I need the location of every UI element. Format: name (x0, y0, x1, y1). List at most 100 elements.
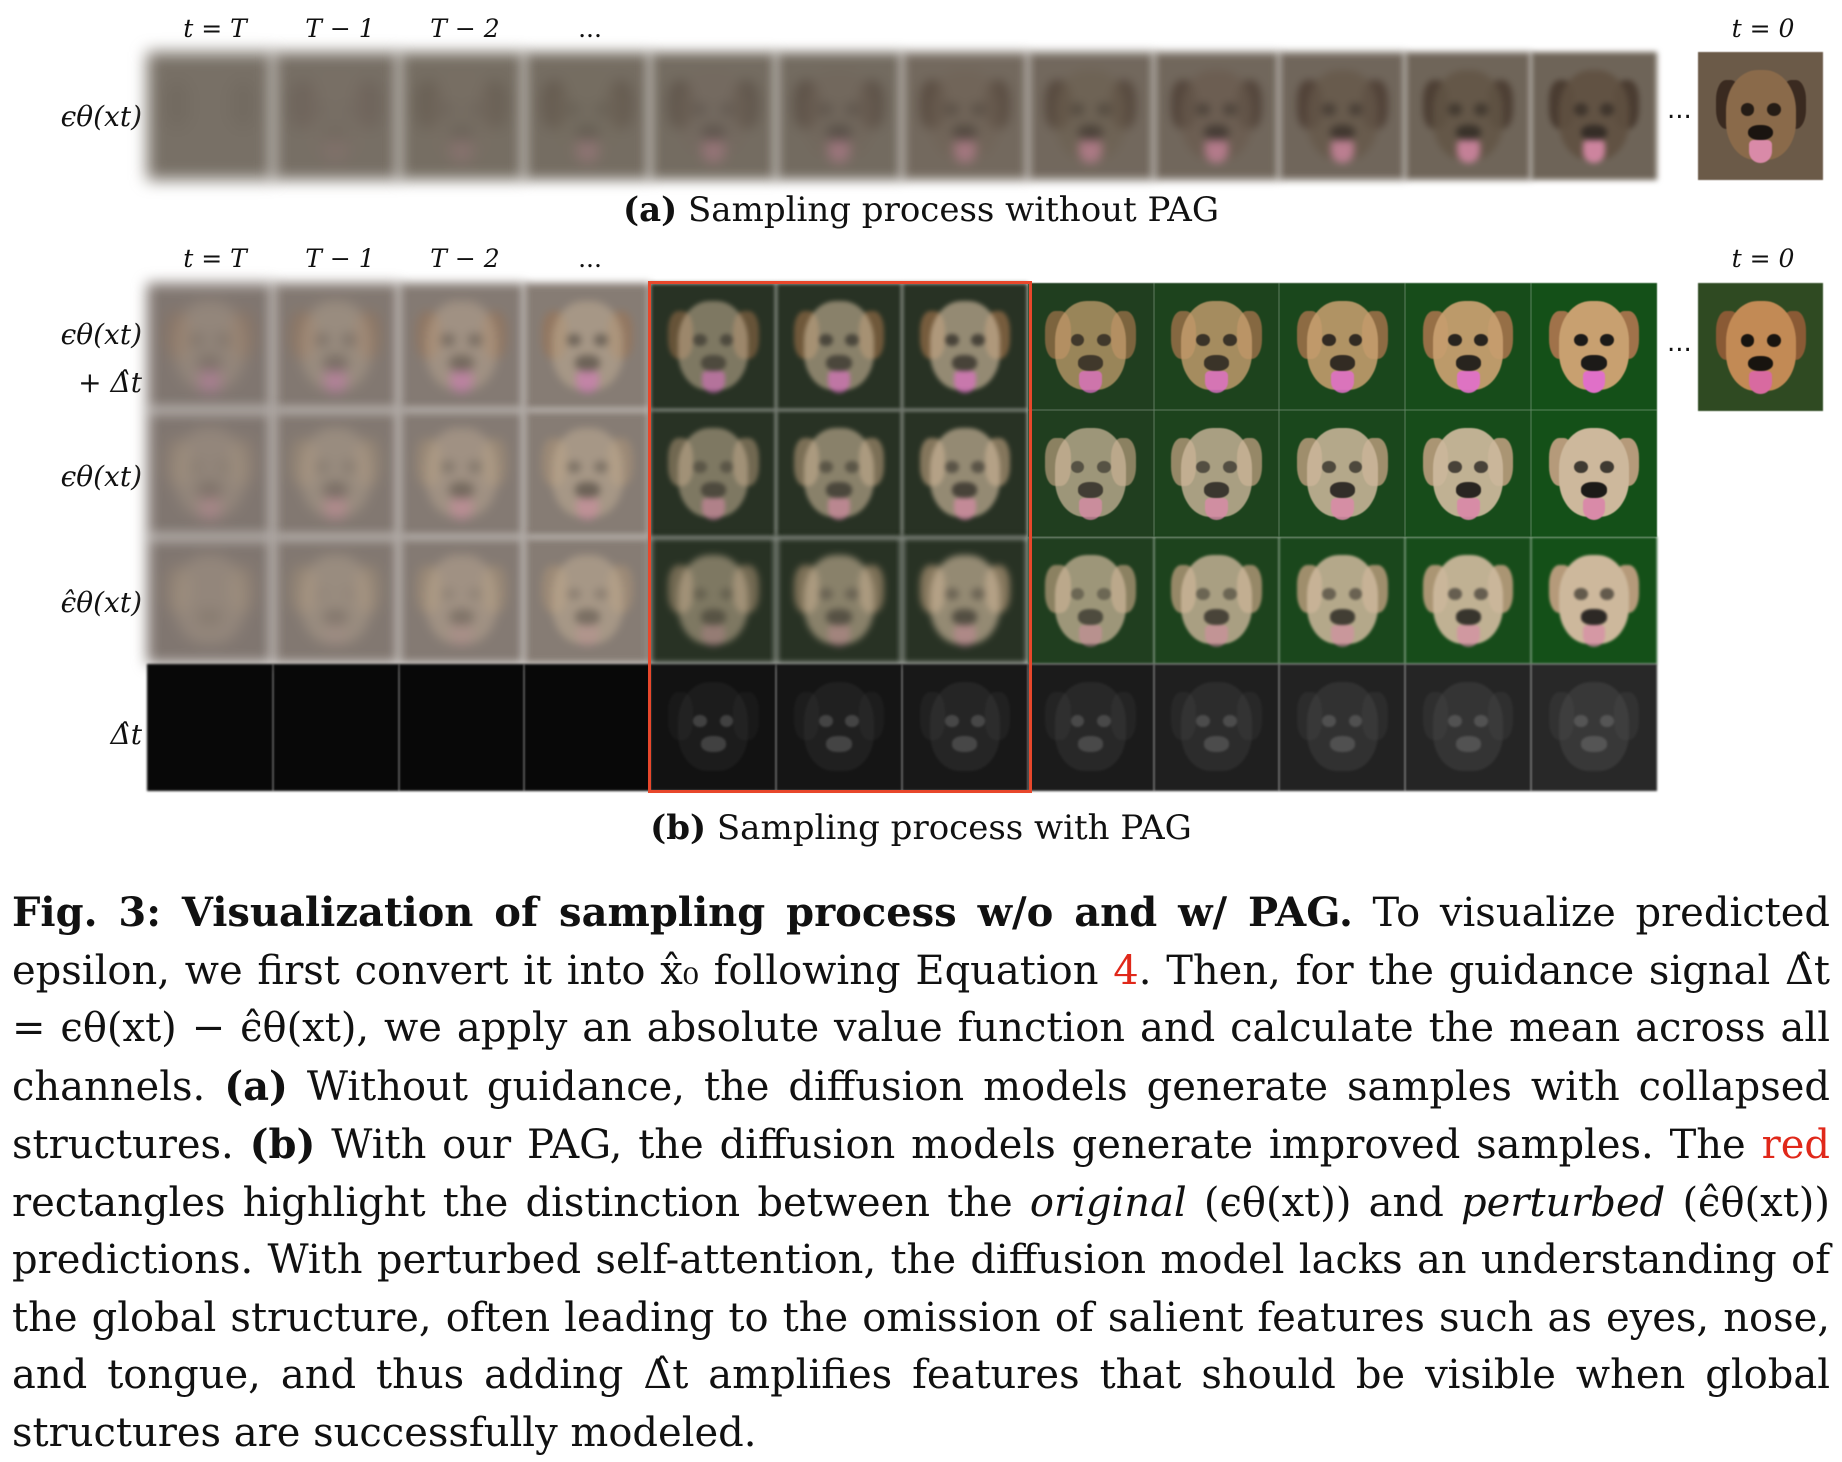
dog-tongue-shape (324, 370, 348, 394)
dog-nose-shape (1203, 482, 1230, 498)
dog-tongue-shape (198, 370, 222, 394)
dog-eye-shape (1600, 714, 1615, 728)
dog-eye-shape (944, 103, 959, 116)
dog-nose-shape (1329, 355, 1355, 371)
dog-tongue-shape (701, 370, 725, 394)
dog-head-shape (426, 427, 497, 517)
dog-head-shape (929, 681, 1001, 771)
sample-thumbnail (147, 283, 273, 410)
dog-ear-shape (164, 310, 190, 360)
sample-thumbnail (650, 52, 777, 180)
sample-thumbnail (1531, 410, 1657, 537)
dog-eye-shape (441, 587, 456, 601)
dog-ear-shape (1171, 691, 1197, 741)
dog-ear-shape (1614, 691, 1640, 741)
sample-thumbnail (1153, 537, 1280, 664)
image-strip-b-delta (147, 664, 1657, 791)
caption-s5: rectangles highlight the distinction bet… (12, 1179, 1030, 1226)
dog-eye-shape (1097, 714, 1111, 728)
sample-thumbnail (1698, 283, 1823, 411)
sample-thumbnail (901, 410, 1028, 537)
sample-thumbnail (901, 283, 1028, 410)
dog-head-shape (300, 427, 371, 517)
dog-eye-shape (1573, 460, 1588, 474)
dog-eye-shape (1573, 587, 1588, 601)
dog-eye-shape (944, 333, 959, 347)
dog-eye-shape (1322, 714, 1337, 728)
dog-nose-shape (1203, 736, 1230, 752)
dog-ear-shape (607, 80, 633, 129)
dog-nose-shape (1748, 124, 1773, 141)
sample-thumbnail (776, 52, 902, 180)
dog-ear-shape (355, 437, 382, 487)
sample-thumbnail (524, 537, 651, 664)
dog-eye-shape (719, 587, 734, 601)
dog-nose-shape (1078, 736, 1104, 752)
dog-eye-shape (1448, 714, 1462, 728)
dog-nose-shape (700, 482, 726, 498)
time-label-a-1: T − 1 (305, 14, 375, 43)
dog-nose-shape (1078, 609, 1104, 625)
caption-perturbed: perturbed (1461, 1179, 1666, 1226)
dog-nose-shape (1078, 482, 1104, 498)
dog-nose-shape (1329, 609, 1355, 625)
dog-nose-shape (1203, 124, 1230, 141)
dog-head-shape (174, 554, 246, 644)
dog-eye-shape (593, 333, 608, 347)
dog-eye-shape (315, 587, 330, 601)
sample-thumbnail (272, 664, 399, 791)
dog-ear-shape (607, 564, 633, 614)
dog-eye-shape (845, 103, 860, 116)
sample-thumbnail (1027, 664, 1154, 791)
dog-head-shape (426, 300, 497, 390)
dog-eye-shape (216, 460, 231, 474)
dog-eye-shape (1766, 334, 1781, 347)
sample-thumbnail (901, 664, 1028, 791)
dog-tongue-shape (324, 140, 348, 164)
dog-eye-shape (1474, 103, 1489, 116)
dog-eye-shape (944, 460, 959, 474)
sample-thumbnail (1153, 283, 1280, 410)
sample-thumbnail (650, 537, 777, 664)
dog-nose-shape (1581, 736, 1607, 752)
dog-eye-shape (693, 714, 707, 728)
dog-ear-shape (290, 310, 316, 360)
dog-ear-shape (355, 564, 382, 614)
dog-head-shape (426, 554, 497, 644)
caption-s2: . Then, for the guidance signal Δ̂t = ϵθ… (12, 947, 1830, 1110)
dog-head-shape (552, 69, 623, 160)
dog-eye-shape (1070, 460, 1085, 474)
dog-eye-shape (593, 587, 608, 601)
sample-thumbnail (1405, 410, 1532, 537)
dog-nose-shape (448, 482, 475, 498)
dog-eye-shape (1222, 103, 1237, 116)
dog-ear-shape (733, 691, 759, 741)
sample-thumbnail (524, 664, 651, 791)
dog-nose-shape (197, 355, 223, 371)
sample-thumbnail (650, 664, 777, 791)
dog-eye-shape (693, 460, 707, 474)
sample-thumbnail (1405, 664, 1532, 791)
dog-eye-shape (1474, 333, 1489, 347)
dog-eye-shape (1222, 460, 1237, 474)
sample-thumbnail (1405, 52, 1532, 180)
dog-tongue-shape (1331, 140, 1354, 164)
dog-head-shape (300, 300, 371, 390)
dog-eye-shape (1222, 587, 1237, 601)
row-label-b-guided: ϵθ(xt) (60, 318, 142, 351)
dog-eye-shape (818, 714, 833, 728)
caption-b-tag: (b) (249, 1121, 316, 1168)
dog-head-shape (426, 69, 497, 160)
caption-eq-ref[interactable]: 4 (1113, 947, 1139, 994)
dog-nose-shape (197, 609, 223, 625)
dog-tongue-shape (450, 370, 473, 394)
dog-eye-shape (719, 460, 734, 474)
dog-nose-shape (1581, 609, 1607, 625)
dog-eye-shape (1348, 103, 1363, 116)
dog-ear-shape (416, 310, 442, 360)
sample-thumbnail (272, 283, 399, 410)
dog-eye-shape (342, 460, 356, 474)
dog-tongue-shape (1456, 140, 1480, 164)
dog-ear-shape (481, 310, 507, 360)
dog-head-shape (677, 554, 749, 644)
